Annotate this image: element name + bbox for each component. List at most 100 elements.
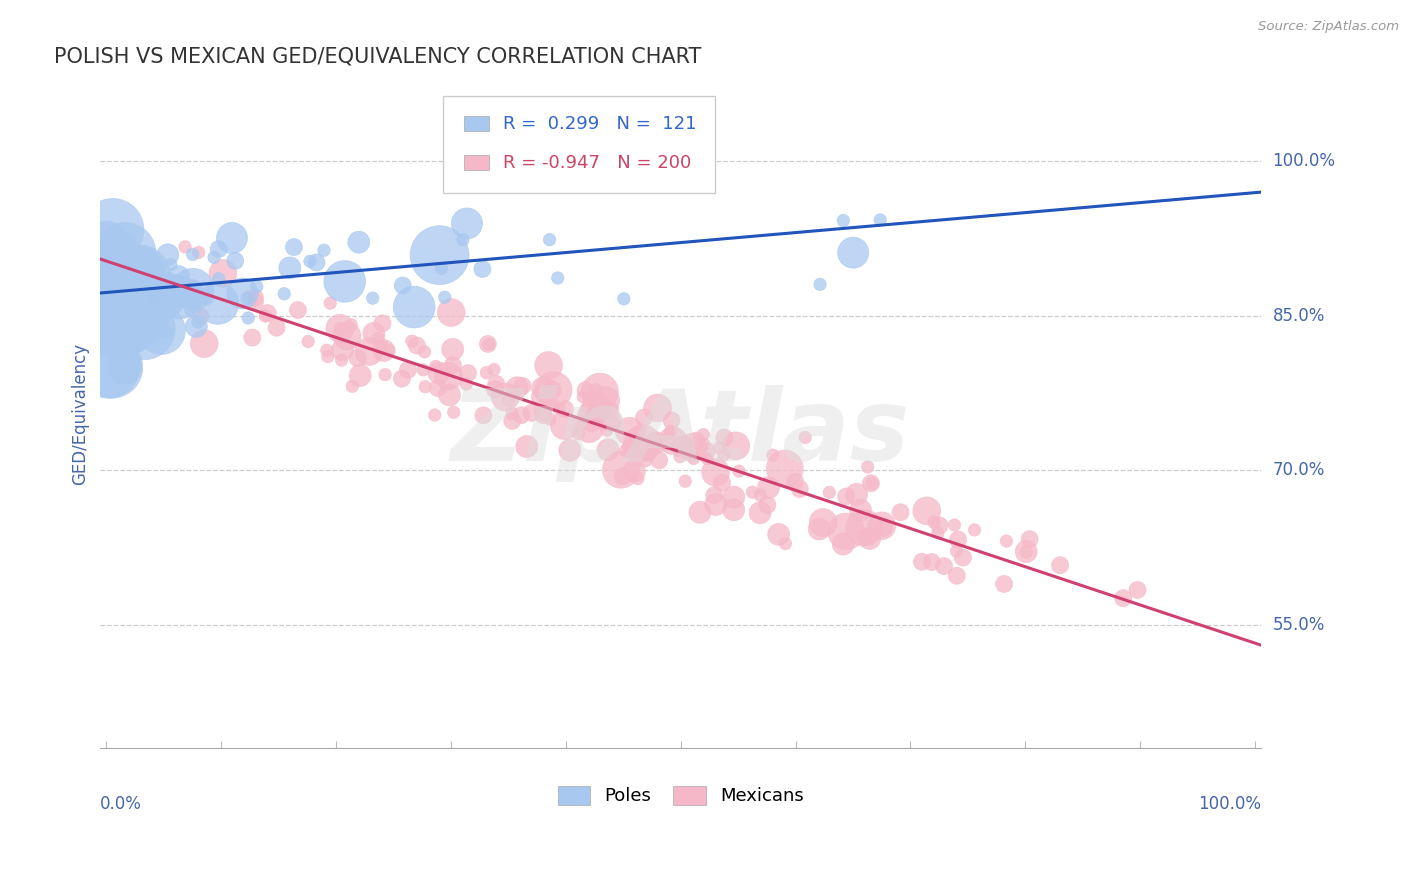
Text: Source: ZipAtlas.com: Source: ZipAtlas.com [1258,20,1399,33]
Point [682,447,704,461]
Text: 100.0%: 100.0% [1198,795,1261,813]
Point [516,440,538,454]
Text: 55.0%: 55.0% [1272,615,1324,633]
Point [661,413,683,427]
Point [127,309,149,323]
Point [612,469,634,483]
Point [963,523,986,537]
Point [101,257,124,271]
Point [676,437,699,451]
Point [96,255,118,269]
Point [693,437,716,451]
Point [586,409,609,423]
Point [391,372,413,386]
Point [425,359,447,374]
Point [501,407,523,421]
Point [494,390,516,404]
Point [406,338,429,352]
Point [332,343,354,357]
Point [117,305,139,319]
Point [478,337,501,351]
Point [870,518,893,533]
Point [749,488,772,502]
Point [231,286,253,301]
Point [105,224,128,238]
Point [599,413,621,427]
Point [190,310,212,324]
Point [96,270,118,285]
Point [298,254,321,268]
Point [692,427,714,442]
Point [832,537,855,551]
Point [122,305,145,319]
Point [915,504,938,518]
Point [595,393,617,408]
Point [224,253,246,268]
Point [103,270,125,285]
Point [596,423,619,437]
Point [374,368,396,382]
Point [911,555,934,569]
Point [628,424,651,438]
Point [174,240,197,254]
Point [183,281,205,295]
Point [531,408,554,422]
Point [246,279,269,293]
Point [835,490,858,504]
Point [426,381,449,395]
Text: POLISH VS MEXICAN GED/EQUIVALENCY CORRELATION CHART: POLISH VS MEXICAN GED/EQUIVALENCY CORREL… [53,46,702,66]
Point [111,279,134,293]
Text: R = -0.947   N = 200: R = -0.947 N = 200 [503,153,692,171]
Point [512,379,534,393]
Point [101,222,124,236]
Point [832,213,855,227]
Point [340,318,363,332]
Point [583,383,606,397]
Point [538,233,561,247]
Point [125,294,148,309]
Point [378,343,401,358]
Point [103,310,125,324]
Point [108,264,131,278]
Point [111,256,134,270]
Point [120,330,142,344]
Point [156,248,179,262]
Point [238,290,260,304]
Point [741,485,763,500]
Point [657,434,679,449]
Point [96,332,118,346]
Point [97,360,120,375]
Point [349,368,371,383]
Point [537,394,560,409]
Point [471,262,494,277]
Point [97,266,120,280]
Point [932,559,955,574]
Point [631,441,654,455]
Point [127,293,149,308]
Point [166,277,188,291]
Point [440,305,463,319]
Point [835,524,858,539]
Point [682,451,704,466]
Point [627,472,650,486]
Point [477,337,499,351]
Point [749,506,772,520]
Point [124,269,146,284]
Point [181,247,204,261]
Point [221,231,243,245]
Point [128,280,150,294]
Point [101,295,124,310]
Point [391,278,413,293]
Point [921,555,943,569]
Point [520,406,543,420]
Point [187,315,209,329]
Point [108,303,131,318]
Point [554,402,576,417]
Point [484,382,506,396]
Point [240,330,263,344]
Point [96,286,118,301]
Point [621,444,644,458]
Legend: Poles, Mexicans: Poles, Mexicans [550,779,811,813]
Point [101,312,124,326]
Point [928,518,950,533]
